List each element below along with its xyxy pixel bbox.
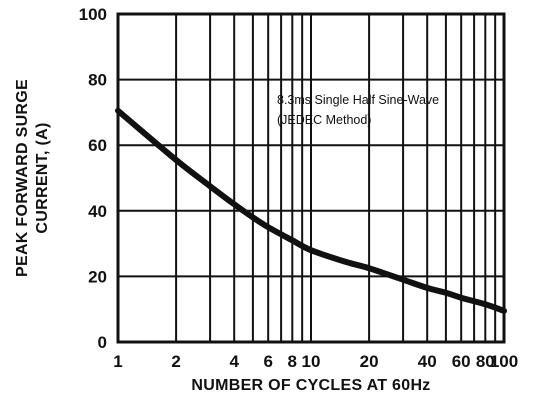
annotation: 8.3ms Single Half Sine-Wave (JEDEC Metho… xyxy=(277,93,439,127)
x-tick-label: 80 xyxy=(476,352,495,371)
y-tick-label: 40 xyxy=(88,202,107,221)
x-tick-label: 40 xyxy=(418,352,437,371)
x-tick-label: 100 xyxy=(490,352,518,371)
y-tick-label: 100 xyxy=(79,5,107,24)
y-tick-label: 60 xyxy=(88,136,107,155)
x-tick-label: 2 xyxy=(171,352,180,371)
x-tick-label: 10 xyxy=(302,352,321,371)
surge-current-curve xyxy=(115,107,507,314)
y-tick-label: 20 xyxy=(88,267,107,286)
x-tick-label: 6 xyxy=(263,352,272,371)
y-axis-title-line-1: PEAK FORWARD SURGE xyxy=(14,79,31,277)
plot-frame xyxy=(116,12,506,344)
y-tick-label: 0 xyxy=(98,333,107,352)
annotation-line-2: (JEDEC Method) xyxy=(277,113,371,127)
annotation-line-1: 8.3ms Single Half Sine-Wave xyxy=(277,93,439,107)
x-tick-label: 1 xyxy=(113,352,122,371)
y-axis-title-line-2: CURRENT, (A) xyxy=(34,122,51,233)
x-tick-label: 60 xyxy=(452,352,471,371)
x-tick-label: 4 xyxy=(229,352,239,371)
x-axis-title: NUMBER OF CYCLES AT 60Hz xyxy=(191,377,430,394)
grid xyxy=(118,14,504,342)
y-axis-ticks: 0 20 40 60 80 100 xyxy=(79,5,107,352)
x-tick-label: 8 xyxy=(288,352,297,371)
x-tick-label: 20 xyxy=(360,352,379,371)
y-axis-title: PEAK FORWARD SURGE CURRENT, (A) xyxy=(14,79,51,277)
y-tick-label: 80 xyxy=(88,71,107,90)
curve-group xyxy=(115,107,507,314)
